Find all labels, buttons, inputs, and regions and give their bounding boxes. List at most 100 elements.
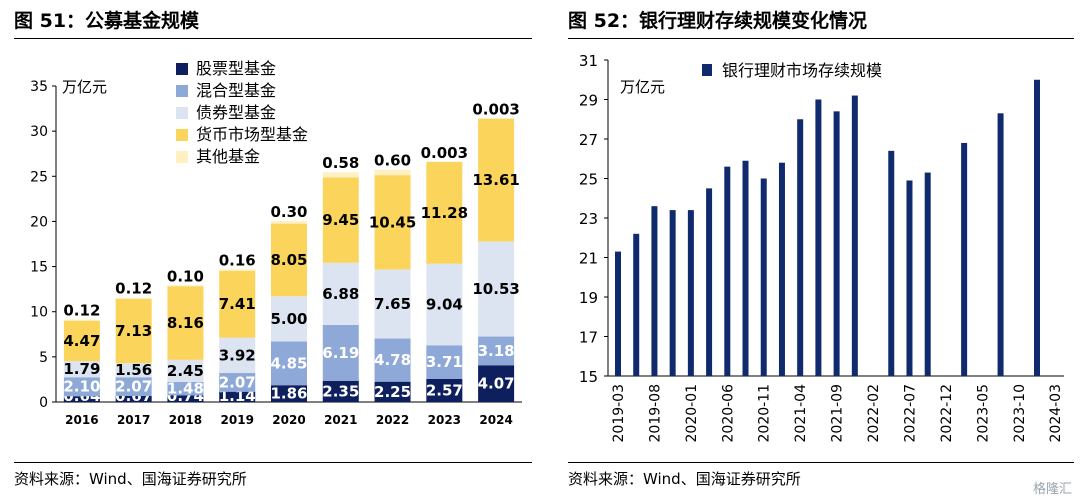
left-data-label: 0.12 <box>115 280 152 298</box>
left-x-tick-label: 2022 <box>376 413 409 427</box>
left-title-rule <box>14 38 532 39</box>
left-x-tick-label: 2024 <box>479 413 512 427</box>
watermark: 格隆汇 <box>1032 482 1072 497</box>
left-data-label: 3.71 <box>426 353 463 371</box>
left-legend-label: 其他基金 <box>196 147 260 166</box>
left-data-label: 0.30 <box>270 203 307 221</box>
left-data-label: 2.57 <box>426 381 463 399</box>
left-bar-other <box>322 172 359 178</box>
right-bar <box>724 166 731 376</box>
right-source-rule <box>568 462 1074 463</box>
left-bar-money <box>219 270 256 338</box>
left-legend-label: 股票型基金 <box>196 59 276 78</box>
left-bar-bond <box>426 263 463 346</box>
right-x-tick-label: 2021-09 <box>830 384 846 443</box>
left-data-label: 0.003 <box>472 101 519 119</box>
left-y-tick-label: 10 <box>30 305 48 321</box>
right-y-tick-label: 27 <box>579 131 598 149</box>
left-legend-label: 货币市场型基金 <box>196 125 308 144</box>
left-legend-swatch-hybrid <box>176 85 188 97</box>
left-y-tick-label: 5 <box>39 350 48 366</box>
right-y-tick-label: 25 <box>579 171 598 189</box>
right-bar <box>797 119 804 376</box>
left-bar-hybrid <box>322 324 359 381</box>
right-x-tick-label: 2022-02 <box>866 384 882 443</box>
left-data-label: 1.48 <box>167 380 204 398</box>
left-bar-hybrid <box>271 341 307 386</box>
left-bar-bond <box>115 363 152 378</box>
left-bar-money <box>167 286 204 360</box>
left-bar-money <box>374 175 411 270</box>
left-data-label: 1.79 <box>63 360 100 378</box>
right-bar <box>760 178 767 376</box>
left-bar-hybrid <box>167 381 204 396</box>
left-data-label: 7.41 <box>219 295 256 313</box>
left-bar-stock <box>322 380 359 402</box>
left-data-label: 6.19 <box>322 344 359 362</box>
right-bar <box>815 99 822 376</box>
right-title-rule <box>568 38 1074 39</box>
left-y-tick-label: 15 <box>30 260 48 276</box>
left-bar-bond <box>271 296 307 342</box>
left-data-label: 4.07 <box>478 375 515 393</box>
right-x-tick-label: 2019-08 <box>647 384 663 443</box>
left-bar-stock <box>271 385 307 402</box>
right-x-tick-label: 2021-04 <box>793 384 809 443</box>
left-data-label: 2.25 <box>374 383 411 401</box>
left-data-label: 1.56 <box>115 361 152 379</box>
left-bar-hybrid <box>374 338 411 382</box>
left-bar-stock <box>115 395 152 402</box>
right-bar <box>1034 79 1040 376</box>
left-bar-bond <box>322 262 359 325</box>
right-bar <box>961 142 968 376</box>
right-bar <box>833 111 840 376</box>
right-legend-label: 银行理财市场存续规模 <box>722 61 882 80</box>
left-x-tick-label: 2018 <box>169 413 202 427</box>
right-bar <box>615 251 621 376</box>
left-data-label: 6.88 <box>322 285 359 303</box>
left-legend-swatch-money <box>176 129 188 141</box>
left-data-label: 1.86 <box>270 385 307 403</box>
left-bar-hybrid <box>478 336 515 366</box>
right-bar <box>651 206 658 376</box>
left-y-tick-label: 25 <box>30 169 48 185</box>
left-x-tick-label: 2020 <box>272 413 305 427</box>
left-bar-stock <box>167 395 204 402</box>
right-legend-swatch <box>702 64 712 76</box>
left-bar-stock <box>63 396 100 402</box>
left-x-tick-label: 2017 <box>117 413 150 427</box>
left-legend-swatch-other <box>176 151 188 163</box>
right-y-tick-label: 29 <box>579 92 598 110</box>
left-bar-money <box>426 161 463 264</box>
left-data-label: 4.47 <box>63 332 100 350</box>
left-data-label: 2.35 <box>322 382 359 400</box>
left-legend-swatch-bond <box>176 107 188 119</box>
right-bar <box>906 180 913 376</box>
left-bar-other <box>63 319 100 321</box>
right-y-tick-label: 15 <box>579 368 598 386</box>
left-bar-bond <box>63 361 100 378</box>
right-y-tick-label: 23 <box>579 210 598 228</box>
left-data-label: 13.61 <box>472 171 519 189</box>
left-bar-money <box>115 298 152 364</box>
left-data-label: 4.85 <box>270 354 307 372</box>
right-x-tick-label: 2020-06 <box>720 384 736 443</box>
left-data-label: 4.78 <box>374 351 411 369</box>
left-bar-stock <box>478 365 515 402</box>
left-source-rule <box>14 462 532 463</box>
left-y-tick-label: 20 <box>30 214 48 230</box>
right-bar <box>997 113 1004 376</box>
left-data-label: 5.00 <box>270 310 307 328</box>
left-legend-label: 债券型基金 <box>196 103 276 122</box>
left-source-note: 资料来源：Wind、国海证券研究所 <box>14 470 247 488</box>
right-bar <box>778 162 785 376</box>
right-source-note: 资料来源：Wind、国海证券研究所 <box>568 470 801 488</box>
left-data-label: 2.07 <box>219 373 256 391</box>
right-bar <box>742 160 749 376</box>
left-bar-hybrid <box>115 377 152 396</box>
right-x-tick-label: 2022-07 <box>902 384 918 443</box>
left-figure-title: 图 51：公募基金规模 <box>14 10 200 32</box>
right-bar <box>888 150 895 376</box>
left-y-tick-label: 35 <box>30 79 48 95</box>
